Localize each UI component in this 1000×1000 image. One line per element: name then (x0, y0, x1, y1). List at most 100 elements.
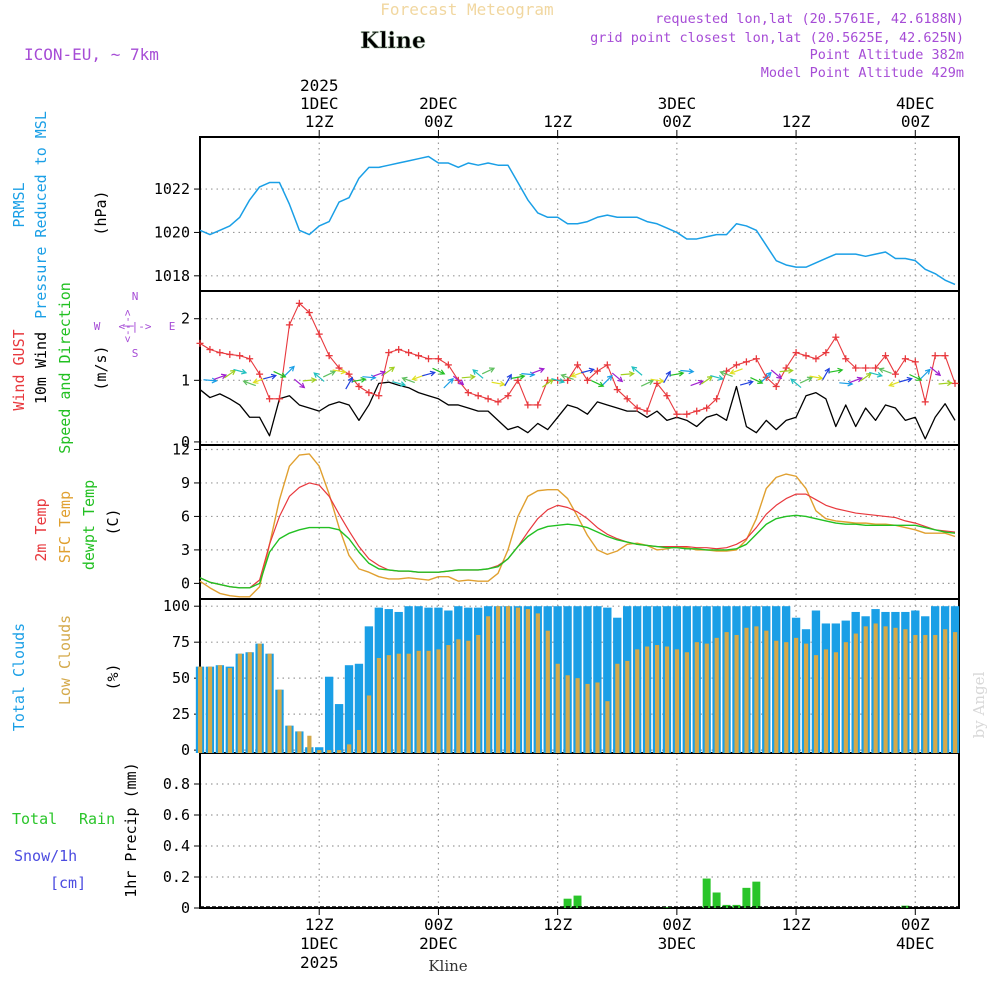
top-time-label: 12Z (543, 112, 572, 131)
wind-dir-arrow (879, 368, 892, 374)
clouds-label-low: Low Clouds (56, 615, 74, 705)
wind-dir-arrowhead (506, 373, 512, 380)
wind-dir-arrow (761, 372, 772, 383)
total-clouds-bar (344, 665, 354, 753)
wind-dir-arrowhead (220, 373, 228, 380)
wind-dir-arrow (770, 369, 782, 379)
low-clouds-bar (486, 616, 491, 753)
wind-dir-arrow (293, 378, 305, 389)
low-clouds-bar (277, 689, 282, 753)
precip-ytick-label: 0.4 (163, 837, 190, 855)
low-clouds-bar (784, 642, 789, 753)
low-clouds-bar (426, 650, 431, 753)
rain-bar (702, 878, 711, 908)
temp-ytick-label: 9 (181, 474, 190, 492)
low-clouds-bar (635, 649, 640, 753)
rain-bar (662, 907, 671, 908)
wind-dir-arrow (203, 379, 217, 382)
wind-dir-arrow (720, 371, 733, 377)
wind-dir-arrow (531, 368, 545, 374)
precip-frame (199, 752, 960, 909)
rain-bar (573, 895, 582, 908)
wind-dir-arrow (581, 368, 594, 374)
wind-dir-arrowhead (241, 368, 248, 375)
wind-dir-arrowhead (888, 381, 895, 387)
wind-dir-arrow (461, 376, 475, 379)
bottom-time-label: 00Z (662, 915, 691, 934)
low-clouds-bar (396, 653, 401, 753)
precip-label-snow: Snow/1h (14, 847, 77, 865)
wind-dir-arrow (273, 370, 286, 378)
precip-ytick-label: 0.6 (163, 806, 190, 824)
top-time-label: 2025 (300, 76, 339, 95)
compass-s: S (132, 347, 139, 360)
total-clouds-bar (354, 663, 364, 753)
low-clouds-bar (227, 668, 232, 753)
wind-dir-arrow (680, 369, 694, 373)
low-clouds-bar (356, 729, 362, 753)
low-clouds-bar (764, 630, 769, 753)
low-clouds-bar (247, 652, 252, 753)
wind-dir-arrow (224, 369, 236, 379)
low-clouds-bar (456, 639, 461, 753)
wind-dir-arrowhead (658, 377, 665, 384)
wind-dir-arrowhead (340, 368, 347, 375)
pressure-frame (199, 136, 960, 292)
requested-coords: requested lon,lat (20.5761E, 42.6188N) (655, 11, 964, 27)
clouds-ytick-label: 25 (172, 705, 190, 723)
low-clouds-bar (734, 634, 739, 753)
low-clouds-bar (376, 658, 382, 753)
low-clouds-bar (337, 750, 342, 753)
wind-dir-arrowhead (411, 375, 418, 381)
temp-label-2m: 2m Temp (32, 498, 50, 561)
rain-bar (742, 887, 751, 908)
wind-dir-arrowhead (447, 377, 454, 384)
low-clouds-bar (714, 637, 719, 753)
low-clouds-bar (505, 606, 511, 753)
wind-dir-arrow (929, 366, 941, 376)
sfc-temp-line (199, 453, 956, 598)
wind-dir-arrow (839, 382, 853, 385)
wind-dir-arrowhead (935, 370, 942, 377)
low-clouds-bar (754, 626, 759, 753)
rain-bar (722, 904, 731, 908)
wind-dir-arrowhead (299, 382, 306, 389)
wind-dir-arrow (640, 380, 654, 387)
wind-dir-arrowhead (538, 367, 546, 374)
wind10m-line (199, 381, 956, 440)
temp-ytick-label: 0 (181, 574, 190, 592)
wind-ytick-label: 1 (181, 371, 190, 389)
low-clouds-bar (774, 640, 779, 753)
wind-dir-arrow (620, 372, 634, 376)
wind-dir-arrow (332, 369, 346, 373)
wind-dir-arrowhead (280, 372, 287, 378)
low-clouds-bar (436, 649, 441, 753)
wind-compass: N <-|-> S W <-|-> E (94, 290, 176, 360)
precip-label-rain: Rain (79, 810, 115, 828)
wind-dir-arrowhead (560, 373, 567, 380)
low-clouds-bar (923, 634, 928, 753)
wind-dir-arrowhead (558, 378, 566, 384)
wind-dir-arrowhead (719, 370, 726, 377)
total-clouds-bar (583, 606, 592, 753)
low-clouds-bar (655, 645, 660, 753)
wind-dir-arrow (313, 372, 325, 382)
wind-dir-arrowhead (878, 367, 885, 374)
wind-dir-arrow (504, 374, 512, 387)
wind-dir-arrowhead (429, 370, 436, 377)
wind-dir-arrow (829, 369, 843, 373)
wind-dir-arrow (345, 377, 353, 390)
wind-dir-arrow (472, 369, 484, 379)
low-clouds-bar (645, 646, 650, 753)
clouds-ytick-label: 75 (172, 633, 190, 651)
low-clouds-bar (873, 623, 878, 753)
low-clouds-bar (496, 606, 501, 753)
temp-unit: (C) (104, 508, 122, 535)
wind-dir-arrowhead (598, 381, 605, 388)
low-clouds-bar (297, 731, 302, 753)
wind-dir-arrowhead (631, 366, 638, 372)
wind-dir-arrow (233, 368, 247, 374)
wind-dir-arrowhead (289, 365, 295, 372)
wind-dir-arrowhead (729, 369, 736, 375)
low-clouds-bar (625, 660, 630, 753)
